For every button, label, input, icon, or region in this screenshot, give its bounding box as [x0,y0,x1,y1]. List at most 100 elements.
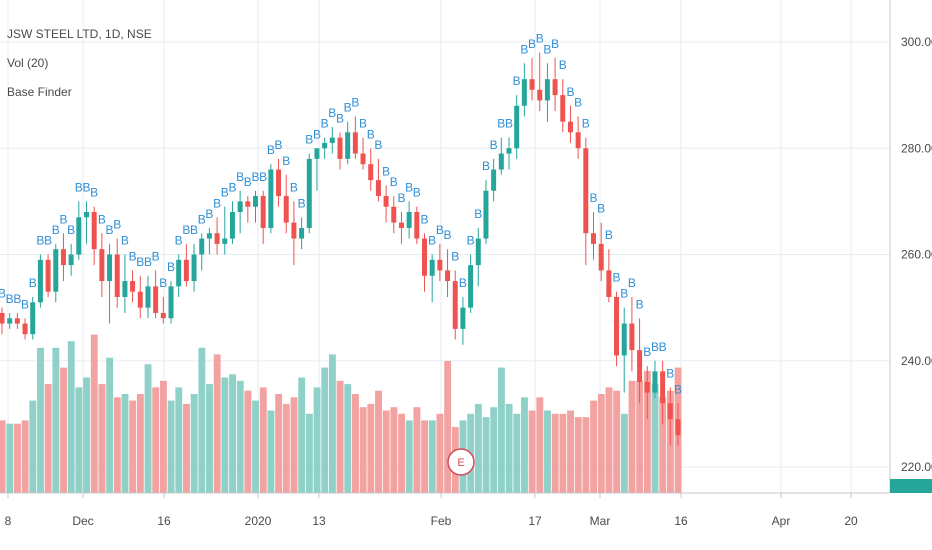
candle [206,227,212,255]
time-tick-label: 13 [312,514,326,528]
base-marker: B [159,276,167,290]
volume-bar [221,377,229,493]
candle [214,217,220,255]
volume-bar [282,403,290,493]
base-marker: B [113,218,121,232]
candle [345,121,351,165]
time-tick-label: 8 [5,514,12,528]
base-marker: B [182,223,190,237]
volume-bar [6,423,14,493]
base-marker: B [190,223,198,237]
candle [222,206,228,255]
volume-bar [382,410,390,493]
candle [99,233,105,297]
time-tick-label: Feb [431,514,452,528]
indicator-legend[interactable]: Base Finder [7,85,72,99]
base-marker: B [75,180,83,194]
volume-bar [413,407,421,493]
volume-bar [352,394,359,493]
volume-bar [582,417,590,493]
candle [37,254,43,308]
base-marker: B [175,234,183,248]
volume-bar [574,417,582,493]
volume-bar [213,354,221,493]
base-marker: B [29,276,37,290]
volume-bar [14,423,21,493]
volume-bar [636,380,644,493]
candle [514,95,520,159]
volume-bar [67,341,75,493]
base-marker: B [559,58,567,72]
base-marker: B [643,345,651,359]
volume-bar [129,400,137,493]
volume-bar [651,384,659,493]
base-marker: B [282,154,290,168]
time-tick-label: 16 [674,514,688,528]
base-marker: B [528,37,536,51]
base-marker: B [328,106,336,120]
base-marker: B [613,271,621,285]
candle [291,201,297,266]
base-marker: B [82,180,90,194]
candle [276,158,282,207]
volume-bar [229,374,236,493]
candle [614,291,620,367]
base-marker: B [382,164,390,178]
base-marker: B [305,133,313,147]
candle [368,148,374,191]
candle [544,63,550,122]
volume-bar [98,384,106,493]
volume-bar [152,387,160,493]
candle [122,254,128,313]
volume-legend[interactable]: Vol (20) [7,56,49,70]
base-marker: B [597,202,605,216]
candle [176,254,182,297]
candle [375,158,381,202]
base-marker: B [251,170,259,184]
candle [567,105,573,143]
base-marker: B [298,196,306,210]
base-marker: B [397,191,405,205]
volume-bar [482,417,490,493]
volume-bar [505,403,513,493]
candle [229,201,235,244]
volume-bar [252,400,260,493]
volume-bar [398,413,405,493]
candle [107,243,113,324]
candle [629,297,635,372]
candle [352,116,358,159]
base-marker: B [90,186,98,200]
candle [76,201,82,260]
candle [460,297,466,345]
volume-bar [605,387,613,493]
base-marker: B [574,95,582,109]
candle [114,238,120,308]
base-marker: B [405,180,413,194]
volume-bar [375,390,382,493]
candle [283,174,289,234]
candle [414,206,420,244]
candle [452,270,458,340]
volume-bar [551,413,559,493]
candle [0,307,5,335]
base-marker: B [13,292,21,306]
base-marker: B [367,127,375,141]
volume-bar [52,347,60,493]
volume-bar [659,397,667,493]
base-marker: B [444,228,452,242]
time-tick-label: 17 [528,514,542,528]
symbol-legend[interactable]: JSW STEEL LTD, 1D, NSE [7,27,152,41]
price-axis[interactable]: 220.00 240.00 260.00 280.00 300.00 [901,35,932,474]
base-marker: B [129,249,137,263]
candle [299,217,305,250]
volume-bar [559,413,567,493]
volume-bar [106,357,114,493]
earnings-marker[interactable]: E [447,448,475,476]
volume-bar [567,410,574,493]
time-axis[interactable]: 8 Dec 16 2020 13 Feb 17 Mar 16 Apr 20 [5,493,858,528]
base-marker: B [551,37,559,51]
base-marker: B [213,196,221,210]
base-marker: B [152,249,160,263]
